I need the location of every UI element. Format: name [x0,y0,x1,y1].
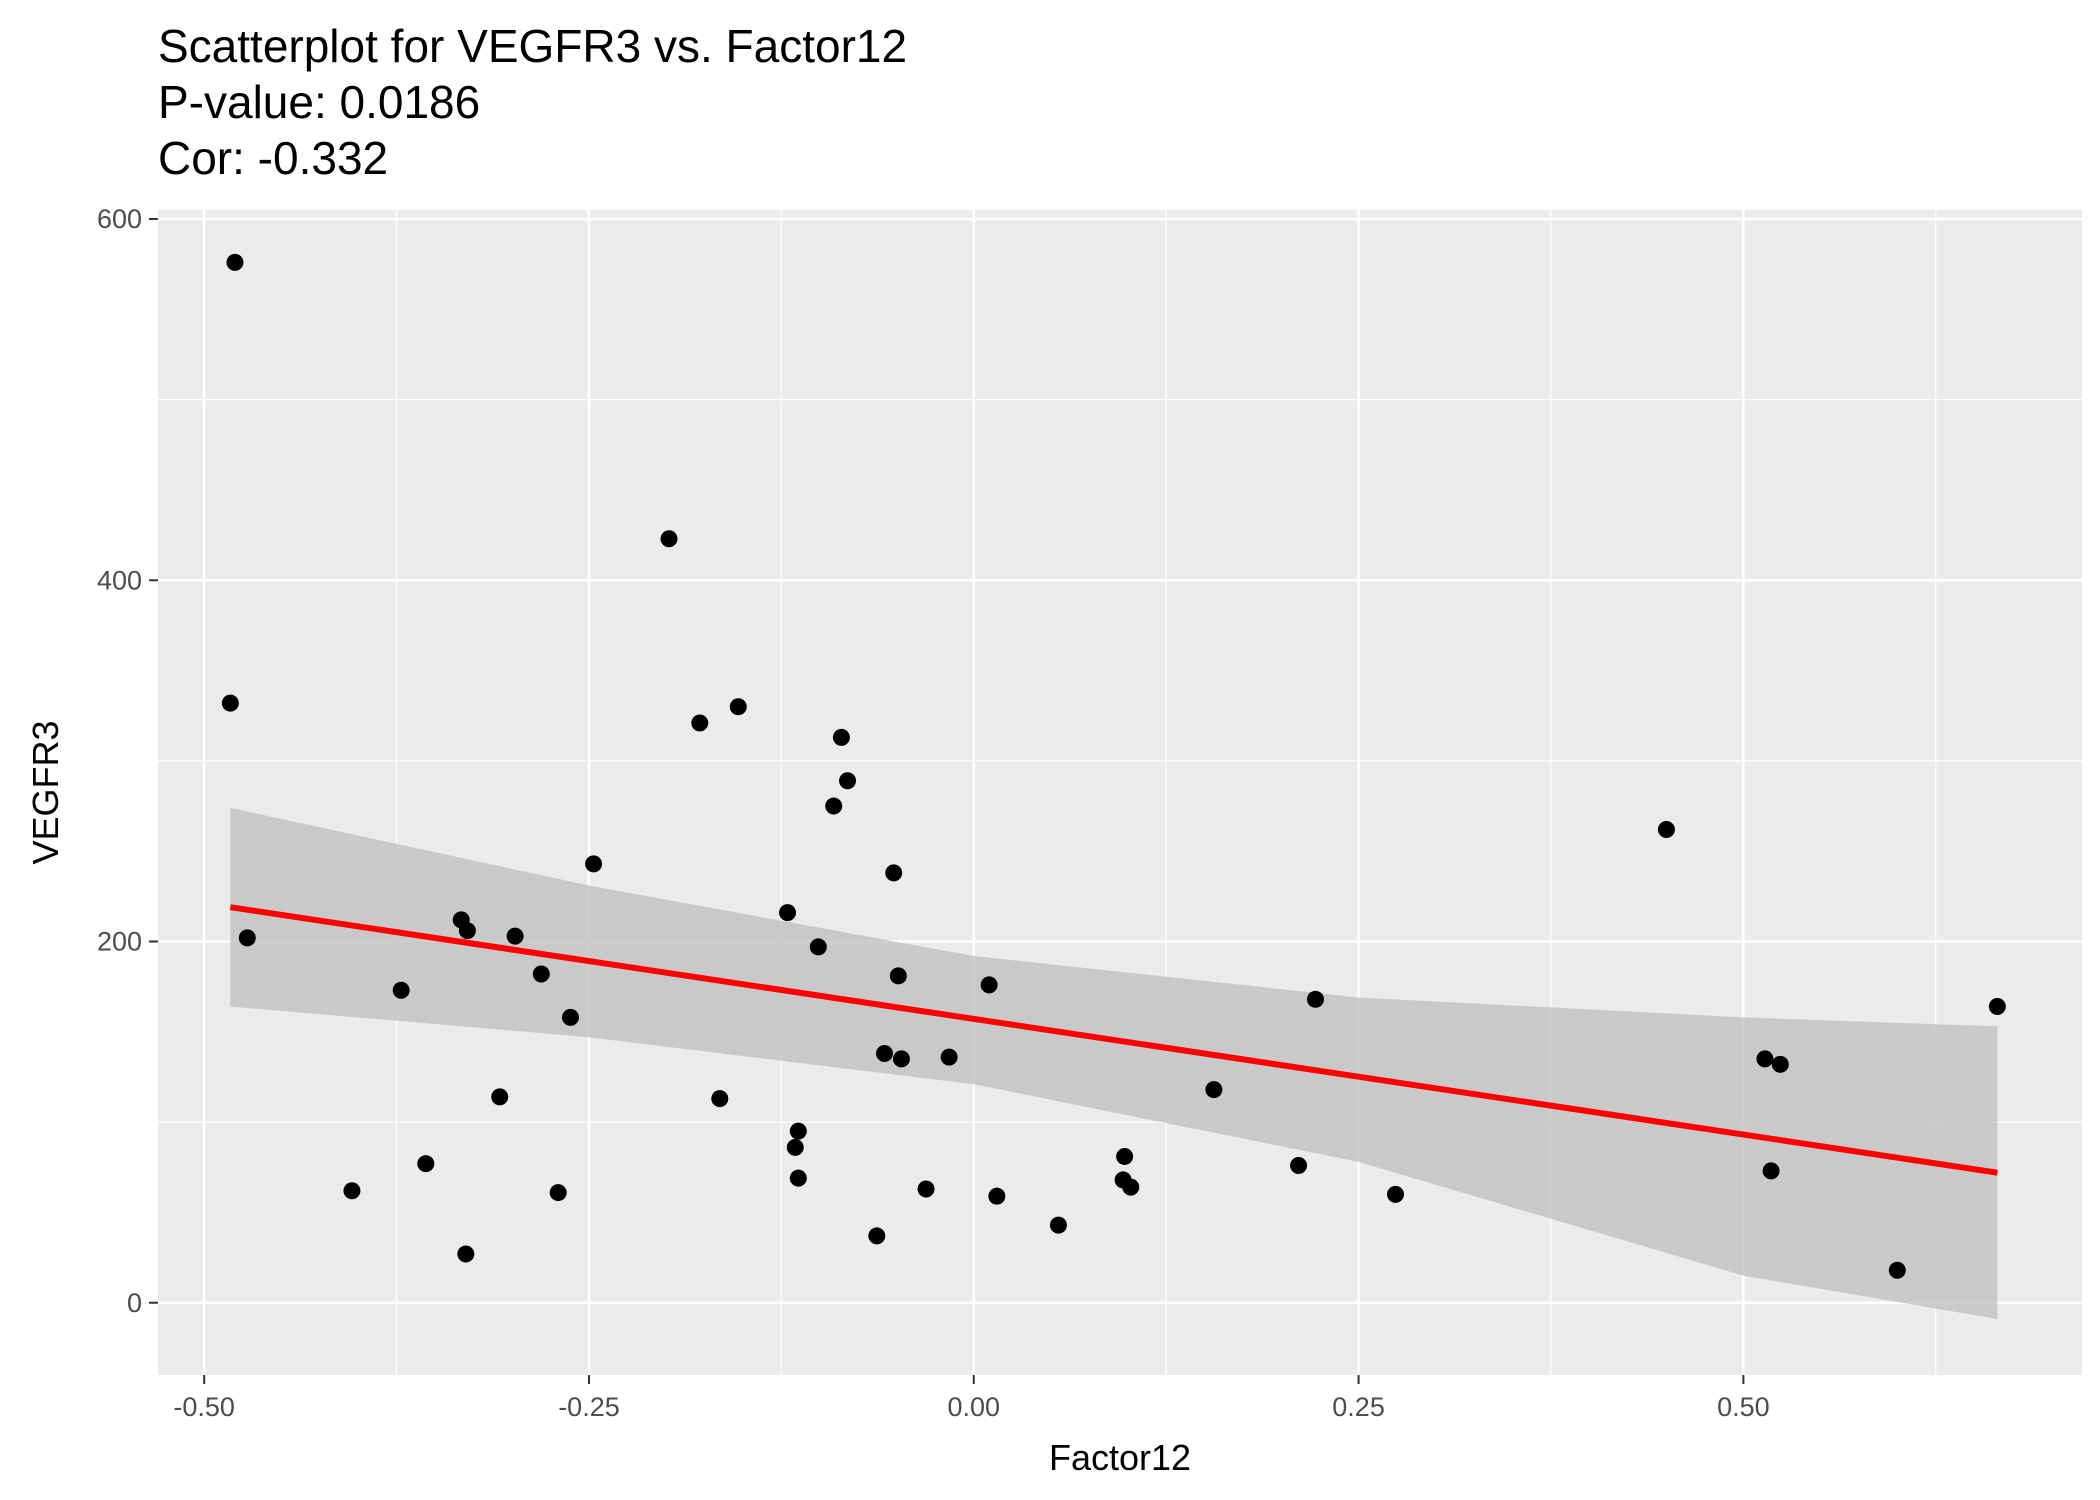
chart-title: Scatterplot for VEGFR3 vs. Factor12 P-va… [158,20,907,184]
title-line-2: P-value: 0.0186 [158,76,480,128]
data-point [457,1245,475,1263]
x-tick-label: 0.25 [1332,1392,1385,1422]
data-point [839,772,857,790]
data-point [729,698,747,716]
data-point [789,1169,807,1187]
title-line-1: Scatterplot for VEGFR3 vs. Factor12 [158,20,907,72]
title-line-3: Cor: -0.332 [158,132,388,184]
regression-line [229,904,1998,1176]
data-point [1049,1216,1067,1234]
data-point [779,904,797,922]
data-point [491,1088,509,1106]
data-point [458,922,476,940]
data-point [832,728,850,746]
x-tick-label: 0.50 [1717,1392,1770,1422]
data-point [585,855,603,873]
data-point [1306,990,1324,1008]
data-point [1657,821,1675,839]
y-tick-label: 200 [97,927,142,957]
data-point [1756,1050,1774,1068]
data-point [825,797,843,815]
data-point [917,1180,935,1198]
data-point [809,938,827,956]
data-point [1762,1162,1780,1180]
data-point [532,965,550,983]
y-tick-label: 600 [97,204,142,234]
data-point [691,714,709,732]
data-point [1290,1156,1308,1174]
data-point [221,694,239,712]
data-point [549,1184,567,1202]
data-point [1122,1178,1140,1196]
data-point [1116,1147,1134,1165]
data-point [789,1122,807,1140]
data-point [562,1008,580,1026]
data-point [1205,1081,1223,1099]
data-point [876,1044,894,1062]
data-point [226,253,244,271]
data-point [711,1090,729,1108]
data-point [885,864,903,882]
data-point [892,1050,910,1068]
confidence-band [230,807,1998,1320]
major-gridlines [158,210,2082,1375]
x-tick-label: -0.50 [173,1392,235,1422]
data-point [238,929,256,947]
data-point [1988,998,2006,1016]
data-point [660,530,678,548]
data-point [506,927,524,945]
data-point [1387,1185,1405,1203]
x-axis-title: Factor12 [1049,1437,1191,1478]
x-axis: -0.50 -0.25 0.00 0.25 0.50 [173,1375,1770,1422]
y-tick-label: 0 [127,1288,142,1318]
data-point [988,1187,1006,1205]
data-point [889,967,907,985]
data-point [392,981,410,999]
data-point [786,1138,804,1156]
y-tick-label: 400 [97,565,142,595]
y-axis-title: VEGFR3 [25,720,66,864]
x-tick-label: 0.00 [947,1392,1000,1422]
y-axis: 0 200 400 600 [97,204,158,1318]
data-point [1771,1055,1789,1073]
data-point [417,1155,435,1173]
data-points [221,253,2006,1279]
data-point [940,1048,958,1066]
data-point [343,1182,361,1200]
data-point [980,976,998,994]
data-point [1888,1261,1906,1279]
x-tick-label: -0.25 [558,1392,620,1422]
data-point [868,1227,886,1245]
